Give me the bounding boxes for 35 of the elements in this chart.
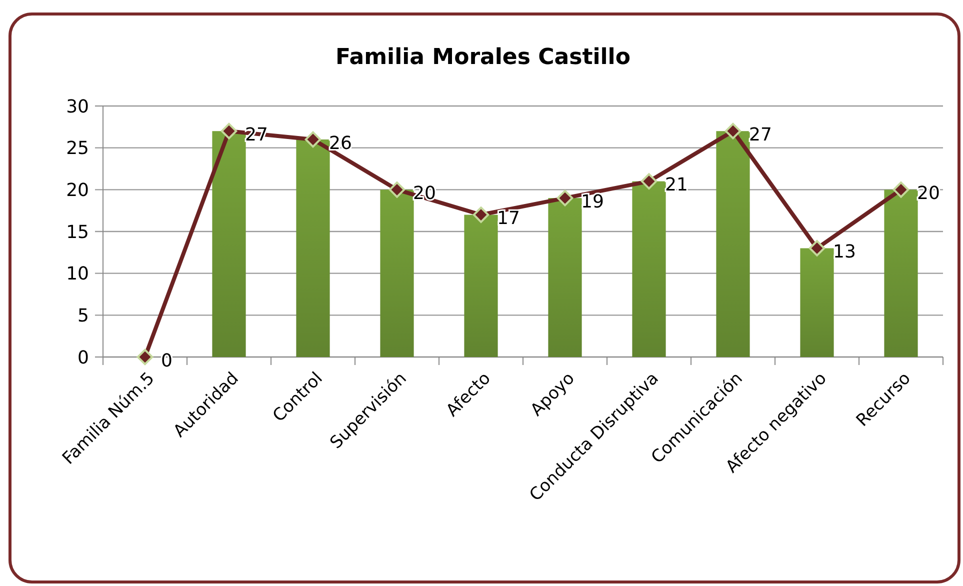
data-label: 27	[749, 124, 772, 146]
data-label: 17	[497, 208, 520, 230]
point	[892, 182, 910, 198]
bar	[632, 181, 666, 357]
chart-title: Familia Morales Castillo	[336, 45, 630, 70]
point	[556, 190, 574, 206]
y-tick-label: 5	[78, 305, 89, 326]
point	[136, 348, 154, 366]
data-label: 19	[581, 191, 604, 212]
point	[220, 122, 238, 140]
y-tick-label: 20	[66, 180, 89, 201]
data-label: 21	[665, 174, 688, 196]
point	[640, 173, 658, 190]
bar	[212, 131, 246, 357]
bar	[464, 214, 498, 357]
y-tick-label: 15	[66, 222, 89, 243]
bar	[380, 190, 414, 357]
bar	[884, 190, 918, 357]
point	[808, 240, 826, 256]
y-tick-label: 0	[78, 347, 89, 368]
y-tick-label: 30	[66, 96, 89, 118]
data-label: 0	[161, 350, 172, 372]
bar	[716, 131, 750, 357]
y-tick-label: 25	[66, 138, 89, 160]
point	[724, 122, 742, 140]
data-label: 13	[833, 242, 856, 263]
bar	[296, 139, 330, 357]
point	[388, 182, 406, 198]
bar	[800, 248, 834, 357]
point	[472, 206, 490, 223]
y-tick-label: 10	[66, 264, 89, 285]
data-label: 20	[917, 182, 940, 204]
point	[304, 131, 322, 148]
bar	[548, 198, 582, 357]
data-label: 26	[329, 132, 352, 154]
